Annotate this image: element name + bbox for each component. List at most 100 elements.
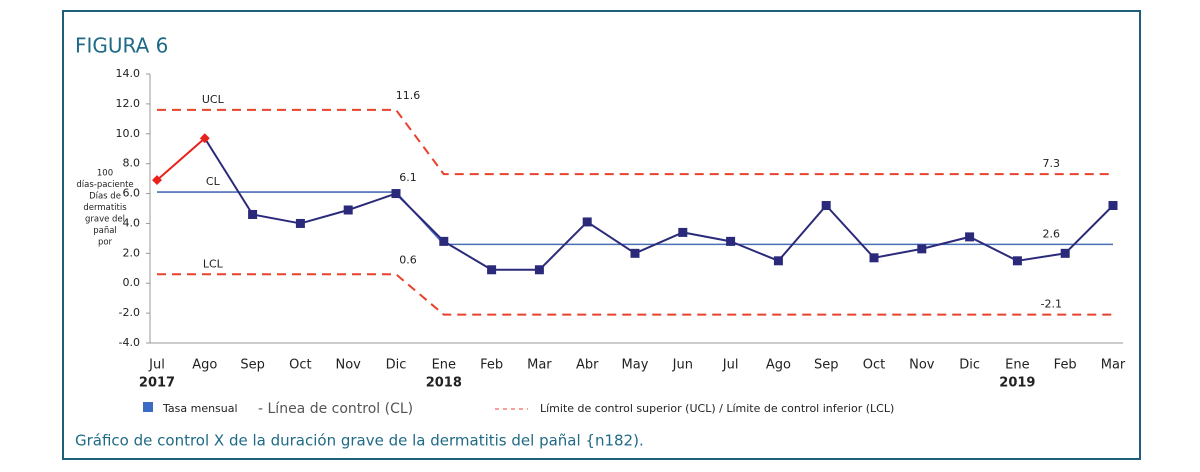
control-value-label: 2.6 xyxy=(1043,227,1061,240)
control-value-label: 7.3 xyxy=(1043,157,1061,170)
y-tick-label: 12.0 xyxy=(116,97,141,110)
y-tick-label: 4.0 xyxy=(123,216,141,229)
control-line xyxy=(157,108,1113,176)
y-axis-label: pañal xyxy=(93,226,117,236)
y-axis-label: dermatitis xyxy=(83,203,127,213)
x-tick-label: Nov xyxy=(336,358,362,373)
data-segment xyxy=(969,236,1018,262)
control-line xyxy=(157,273,1113,316)
data-segment xyxy=(252,213,301,225)
x-tick-label: Ago xyxy=(192,358,217,373)
x-tick-label: Mar xyxy=(1101,358,1126,373)
data-segment xyxy=(538,221,588,271)
control-label: LCL xyxy=(203,257,224,270)
data-point xyxy=(1012,256,1022,266)
data-point xyxy=(917,244,927,254)
y-tick-label: 2.0 xyxy=(123,246,141,259)
data-point xyxy=(487,265,497,275)
control-value-label: 0.6 xyxy=(399,253,417,266)
year-label: 2017 xyxy=(139,376,175,391)
data-segment xyxy=(873,247,922,259)
data-point xyxy=(248,209,258,219)
legend-label: - Línea de control (CL) xyxy=(258,401,413,417)
data-segment xyxy=(203,137,254,216)
data-segment xyxy=(347,192,397,211)
year-label: 2019 xyxy=(999,376,1035,391)
control-value-label: 6.1 xyxy=(399,171,417,184)
y-tick-label: 6.0 xyxy=(123,187,141,200)
data-segment xyxy=(634,231,684,255)
control-label: UCL xyxy=(202,93,225,106)
data-point xyxy=(630,248,640,258)
data-segment xyxy=(586,221,636,255)
x-tick-label: Dic xyxy=(959,358,980,373)
y-axis-label: Días de xyxy=(89,192,121,202)
x-tick-label: Jul xyxy=(722,358,739,373)
y-axis-label: días-paciente xyxy=(76,180,133,190)
y-axis-label: 100 xyxy=(97,169,113,179)
x-tick-label: Sep xyxy=(240,358,265,373)
data-segment xyxy=(1017,252,1066,262)
y-axis-label: grave del xyxy=(85,215,125,225)
x-tick-label: Oct xyxy=(863,358,885,373)
control-line xyxy=(157,191,1113,246)
y-tick-label: -2.0 xyxy=(119,306,140,319)
x-tick-label: Feb xyxy=(480,358,503,373)
x-tick-label: Oct xyxy=(289,358,311,373)
caption: Gráfico de control X de la duración grav… xyxy=(75,432,644,450)
data-point xyxy=(582,217,592,227)
data-point xyxy=(965,232,975,242)
data-point xyxy=(152,175,162,186)
legend-swatch xyxy=(143,402,153,412)
legend-label: Tasa mensual xyxy=(162,402,238,415)
y-axis-label: por xyxy=(98,238,113,248)
data-segment xyxy=(443,240,493,271)
data-segment xyxy=(921,235,970,250)
data-segment xyxy=(395,192,445,243)
x-tick-label: Jul xyxy=(148,358,165,373)
x-tick-label: Ago xyxy=(766,358,791,373)
y-tick-label: 14.0 xyxy=(116,67,141,80)
x-tick-label: Feb xyxy=(1054,358,1077,373)
y-tick-label: 8.0 xyxy=(123,157,141,170)
x-tick-label: May xyxy=(622,358,649,373)
data-segment xyxy=(156,137,206,181)
data-point xyxy=(199,133,210,144)
control-value-label: 11.6 xyxy=(396,89,421,102)
data-segment xyxy=(777,204,827,262)
data-segment xyxy=(682,231,731,243)
data-point xyxy=(391,189,401,199)
x-tick-label: Sep xyxy=(814,358,839,373)
data-point xyxy=(821,201,831,211)
data-point xyxy=(678,227,688,237)
data-point xyxy=(343,205,353,215)
data-point xyxy=(295,218,305,228)
year-label: 2018 xyxy=(426,376,462,391)
x-tick-label: Dic xyxy=(386,358,407,373)
x-tick-label: Nov xyxy=(909,358,935,373)
x-tick-label: Ene xyxy=(432,358,456,373)
data-point xyxy=(869,253,879,263)
frame xyxy=(62,10,1141,460)
data-point xyxy=(1060,248,1070,258)
control-label: CL xyxy=(206,175,221,188)
x-tick-label: Jun xyxy=(672,358,693,373)
data-point xyxy=(1108,201,1118,211)
y-tick-label: 0.0 xyxy=(123,276,141,289)
data-segment xyxy=(730,240,779,262)
data-segment xyxy=(825,204,875,259)
control-value-label: -2.1 xyxy=(1041,298,1062,311)
x-tick-label: Mar xyxy=(527,358,552,373)
x-tick-label: Abr xyxy=(576,358,599,373)
x-tick-label: Ene xyxy=(1005,358,1029,373)
data-point xyxy=(773,256,783,266)
data-point xyxy=(439,236,449,246)
data-point xyxy=(534,265,544,275)
y-tick-label: 10.0 xyxy=(116,127,141,140)
legend-label: Límite de control superior (UCL) / Límit… xyxy=(540,402,894,415)
data-segment xyxy=(300,209,349,225)
data-segment xyxy=(1064,204,1114,255)
y-tick-label: -4.0 xyxy=(119,336,140,349)
chart-title: FIGURA 6 xyxy=(75,34,168,58)
